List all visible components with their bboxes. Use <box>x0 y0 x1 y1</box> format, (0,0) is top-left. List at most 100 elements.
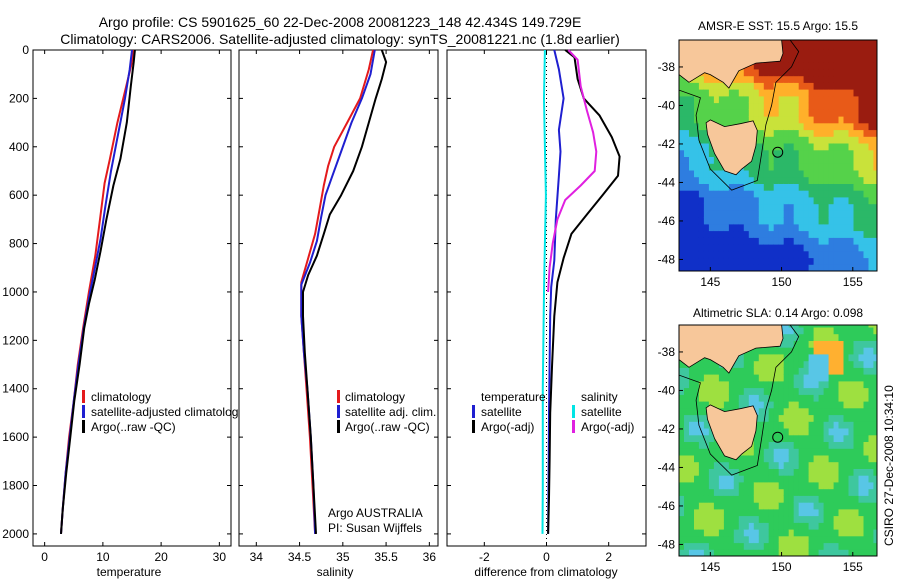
map-cell <box>733 542 740 550</box>
map-cell <box>838 387 845 395</box>
map-cell <box>823 325 830 328</box>
map-cell <box>778 169 785 178</box>
map-cell <box>838 367 845 375</box>
map-cell <box>833 535 840 544</box>
map-cell <box>808 535 815 544</box>
map-cell <box>689 421 695 429</box>
map-cell <box>778 448 785 456</box>
map-cell <box>828 156 835 164</box>
map-cell <box>818 401 825 409</box>
map-cell <box>783 237 790 245</box>
map-cell <box>863 401 870 409</box>
map-cell <box>868 210 875 218</box>
map-cell <box>818 495 825 503</box>
map-cell <box>738 380 745 389</box>
map-cell <box>823 461 830 469</box>
map-cell <box>848 448 855 456</box>
map-cell <box>813 244 820 252</box>
map-cell <box>783 414 790 422</box>
map-x-tick-label: 150 <box>772 560 792 574</box>
map-cell <box>763 116 770 124</box>
map-cell <box>778 257 785 265</box>
map-cell <box>823 421 830 429</box>
map-cell <box>833 230 840 238</box>
map-cell <box>689 387 695 395</box>
map-cell <box>753 75 760 83</box>
map-cell <box>703 367 710 375</box>
map-cell <box>773 515 780 523</box>
map-cell <box>723 374 730 382</box>
map-cell <box>818 325 825 328</box>
map-cell <box>843 237 850 245</box>
map-cell <box>833 163 840 171</box>
map-cell <box>863 82 870 90</box>
map-cell <box>858 190 865 198</box>
map-cell <box>843 387 850 395</box>
map-cell <box>788 448 795 456</box>
map-cell <box>743 360 750 368</box>
map-cell <box>838 374 845 382</box>
sla-map: Altimetric SLA: 0.14 Argo: 0.098 145 150 1… <box>658 306 878 574</box>
map-cell <box>679 95 685 104</box>
map-cell <box>743 89 750 97</box>
map-cell <box>763 542 770 550</box>
map-cell <box>713 542 720 550</box>
map-cell <box>828 41 835 50</box>
map-cell <box>713 223 720 232</box>
map-cell <box>763 380 770 389</box>
map-cell <box>863 176 870 184</box>
map-cell <box>808 257 815 265</box>
map-cell <box>853 414 860 422</box>
map-cell <box>853 257 860 265</box>
map-cell <box>818 217 825 225</box>
map-cell <box>818 461 825 469</box>
map-cell <box>798 421 805 429</box>
map-cell <box>708 183 715 191</box>
map-cell <box>843 333 850 341</box>
map-cell <box>743 82 750 90</box>
map-cell <box>798 488 805 496</box>
map-cell <box>698 434 705 442</box>
map-cell <box>813 203 820 211</box>
map-cell <box>773 387 780 395</box>
map-cell <box>798 116 805 124</box>
map-cell <box>733 183 740 191</box>
map-cell <box>833 434 840 442</box>
map-cell <box>753 163 760 171</box>
map-cell <box>718 387 725 395</box>
map-cell <box>778 502 785 510</box>
map-cell <box>873 183 877 191</box>
map-cell <box>803 326 810 335</box>
map-cell <box>873 250 877 259</box>
map-cell <box>798 41 805 50</box>
map-cell <box>773 190 780 198</box>
map-cell <box>808 387 815 395</box>
map-cell <box>718 454 725 463</box>
map-cell <box>753 502 760 510</box>
map-cell <box>838 102 845 110</box>
map-cell <box>728 374 735 382</box>
map-cell <box>873 333 877 341</box>
map-cell <box>788 210 795 218</box>
map-cell <box>718 264 725 271</box>
map-cell <box>853 454 860 463</box>
map-cell <box>833 169 840 178</box>
map-cell <box>818 488 825 496</box>
map-cell <box>728 244 735 252</box>
map-cell <box>703 230 710 238</box>
map-cell <box>788 156 795 164</box>
map-cell <box>748 62 755 70</box>
map-cell <box>689 488 695 496</box>
map-cell <box>828 48 835 56</box>
map-cell <box>728 95 735 104</box>
map-cell <box>689 176 695 184</box>
map-cell <box>708 374 715 382</box>
map-cell <box>838 149 845 157</box>
map-y-tick-label: -46 <box>658 214 676 228</box>
map-cell <box>768 75 775 83</box>
map-cell <box>763 353 770 362</box>
map-cell <box>838 217 845 225</box>
map-cell <box>783 529 790 537</box>
map-cell <box>793 387 800 395</box>
map-cell <box>778 95 785 104</box>
